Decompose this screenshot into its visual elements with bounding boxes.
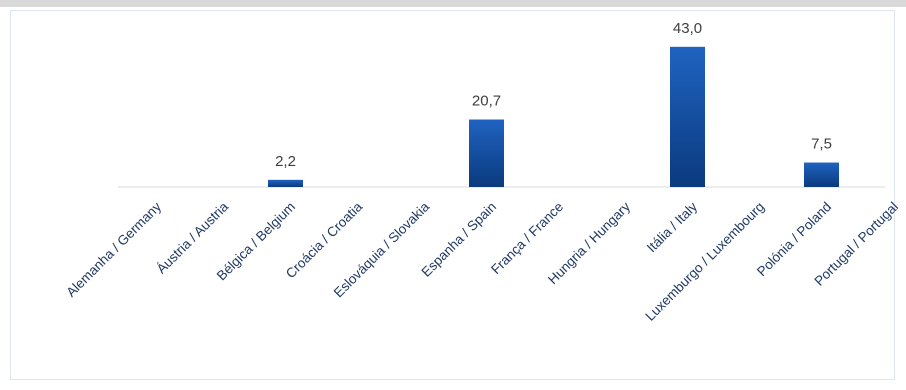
data-label: 2,2 <box>275 153 296 170</box>
top-bar <box>0 0 906 7</box>
bar <box>469 119 504 187</box>
data-label: 20,7 <box>472 92 501 109</box>
bar <box>804 162 839 187</box>
bar <box>670 46 705 187</box>
data-label: 43,0 <box>673 20 702 37</box>
bar <box>268 179 303 187</box>
chart-panel <box>10 10 895 380</box>
data-label: 7,5 <box>811 136 832 153</box>
